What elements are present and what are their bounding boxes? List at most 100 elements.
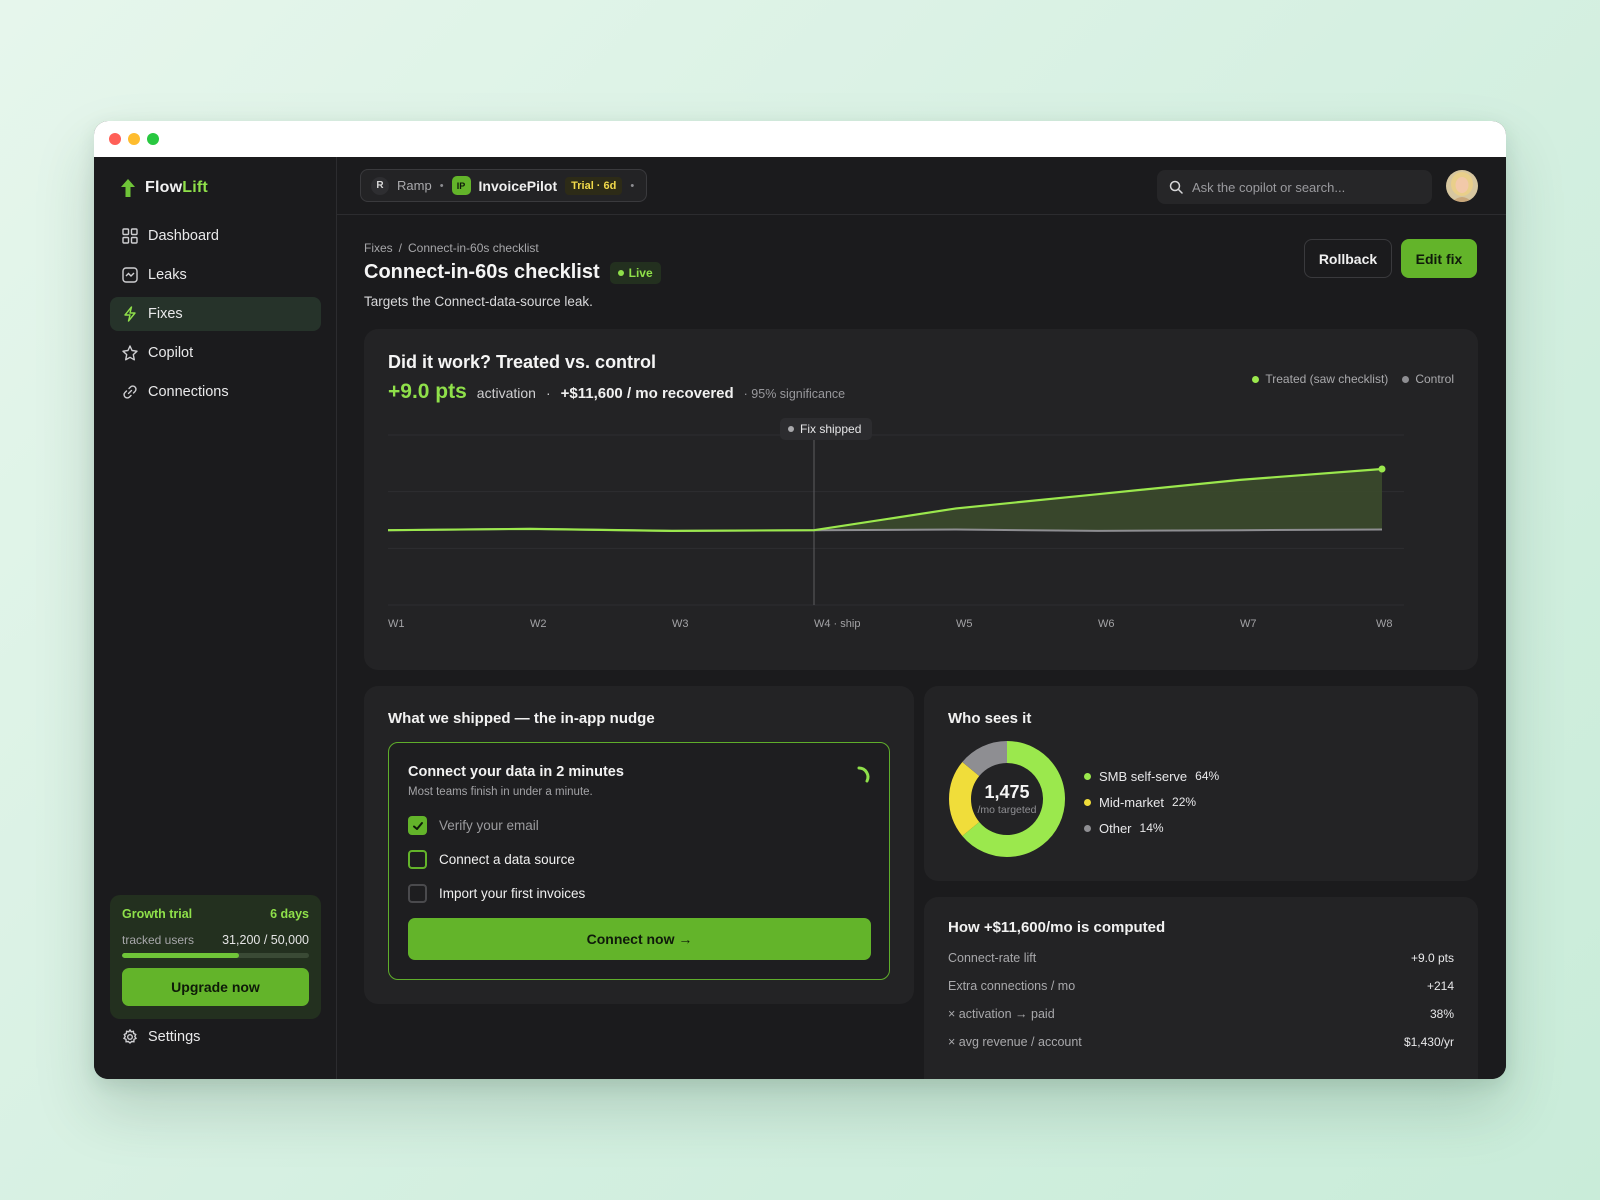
sparkle-icon [122,345,138,361]
arrow-up-icon [121,179,135,197]
lift-area [814,469,1382,531]
segment-swatch [1084,824,1091,832]
checklist-label: Import your first invoices [439,886,586,901]
donut-slice [962,741,1008,777]
edit-fix-button[interactable]: Edit fix [1401,239,1477,278]
maximize-window-button[interactable] [147,133,159,145]
annotation-label: Fix shipped [800,422,861,436]
x-tick-label: W1 [388,618,405,630]
computation-card: How +$11,600/mo is computed Connect-rate… [924,897,1478,1079]
computation-label: × activation → paid [948,1007,1055,1021]
annotation-dot [788,426,794,432]
computation-value: +214 [1426,979,1454,993]
donut-slice [962,741,1065,857]
donut-chart [949,741,1065,857]
switcher-caret: • [630,179,635,192]
recovered-value: +$11,600 / mo recovered [560,385,734,402]
status-label: Live [628,265,653,280]
app-window: FlowLift Dashboard Leaks Fixes [94,121,1506,1079]
breadcrumb-separator: / [398,241,403,255]
sidebar-item-connections[interactable]: Connections [110,375,321,409]
rollback-button[interactable]: Rollback [1304,239,1392,278]
app-name: InvoicePilot [478,177,558,194]
top-bar: R Ramp • IP InvoicePilot Trial · 6d • [337,157,1506,215]
leak-icon [122,267,138,283]
x-tick-label: W5 [956,618,973,630]
checklist-item[interactable]: Verify your email [408,816,539,835]
checklist-label: Connect a data source [439,852,575,867]
usage-value: 31,200 / 50,000 [222,933,309,947]
checkbox-unchecked[interactable] [408,850,427,869]
page-subtitle: Targets the Connect-data-source leak. [364,294,593,309]
chart-legend: Treated (saw checklist) Control [1252,372,1454,386]
checkbox-unchecked[interactable] [408,884,427,903]
upgrade-button[interactable]: Upgrade now [122,968,309,1006]
settings-link[interactable]: Settings [122,1029,200,1045]
experiment-card: Fix shipped W1 W2 W3 W4 · ship W5 W6 W7 W8 Did i… [364,329,1478,670]
search-icon [1169,180,1183,194]
sidebar-item-label: Copilot [148,345,194,361]
status-badge: Live [609,261,661,284]
segment-name: SMB self-serve [1099,768,1188,784]
legend-label: Control [1415,372,1454,386]
legend-item-control: Control [1402,372,1454,386]
annotation-pill [780,418,872,440]
legend-swatch [1252,375,1260,383]
computation-title: How +$11,600/mo is computed [948,919,1166,936]
link-icon [123,385,137,399]
segment-item: SMB self-serve 64% [1084,763,1219,789]
sidebar-item-label: Fixes [148,306,183,322]
sidebar-item-dashboard[interactable]: Dashboard [110,219,321,253]
audience-title: Who sees it [948,710,1032,727]
lift-value: +9.0 pts [388,380,467,403]
breadcrumb-current: Connect-in-60s checklist [408,241,539,255]
x-tick-label: W3 [672,618,689,630]
nudge-title: Connect your data in 2 minutes [408,764,624,780]
sidebar-item-leaks[interactable]: Leaks [110,258,321,292]
audience-card: Who sees it 1,475 /mo targeted SMB self-… [924,686,1478,881]
search-input[interactable] [1192,179,1412,195]
sidebar-nav: Dashboard Leaks Fixes Copilot [110,219,321,414]
segment-swatch [1084,798,1091,806]
segment-legend: SMB self-serve 64% Mid-market 22% Other … [1084,763,1219,841]
minimize-window-button[interactable] [128,133,140,145]
brand-logo[interactable]: FlowLift [121,179,208,197]
computation-label: × avg revenue / account [948,1035,1082,1049]
sidebar-item-fixes[interactable]: Fixes [110,297,321,331]
trial-title: Growth trial [122,907,193,921]
segment-item: Mid-market 22% [1084,789,1219,815]
breadcrumb-fixes[interactable]: Fixes [364,241,393,255]
search-bar[interactable] [1157,170,1432,204]
connect-now-button[interactable]: Connect now → [408,918,871,960]
segment-item: Other 14% [1084,815,1219,841]
close-window-button[interactable] [109,133,121,145]
experiment-chart: Fix shipped W1 W2 W3 W4 · ship W5 W6 W7 W8 [387,418,1404,630]
computation-value: +9.0 pts [1410,951,1454,965]
sidebar-item-label: Connections [148,384,229,400]
x-tick-label: W4 · ship [814,618,860,630]
x-tick-label: W8 [1376,618,1393,630]
x-tick-label: W2 [530,618,547,630]
progress-ring-icon [857,766,870,783]
workspace-switcher[interactable]: R Ramp • IP InvoicePilot Trial · 6d • [360,169,648,202]
audience-total: 1,475 [984,782,1030,802]
sidebar-item-copilot[interactable]: Copilot [110,336,321,370]
segment-swatch [1084,772,1091,780]
usage-progress-bar [122,953,309,958]
gear-icon [122,1029,138,1044]
nudge-card: What we shipped — the in-app nudge Conne… [364,686,914,1004]
segment-pct: 64% [1195,769,1220,783]
audience-total-label: /mo targeted [977,804,1037,816]
usage-progress-fill [122,953,239,958]
workspace-separator: • [439,179,444,192]
brand-name: FlowLift [145,179,208,196]
checklist-item[interactable]: Import your first invoices [408,884,585,903]
checkbox-checked[interactable] [408,816,427,835]
segment-pct: 22% [1172,795,1197,809]
chart-title: Did it work? Treated vs. control [388,352,657,372]
user-avatar[interactable] [1446,170,1478,202]
lift-summary: +9.0 pts activation · +$11,600 / mo reco… [388,380,845,404]
usage-label: tracked users [122,933,195,947]
checklist-item[interactable]: Connect a data source [408,850,575,869]
main-content: R Ramp • IP InvoicePilot Trial · 6d • [337,157,1506,1079]
